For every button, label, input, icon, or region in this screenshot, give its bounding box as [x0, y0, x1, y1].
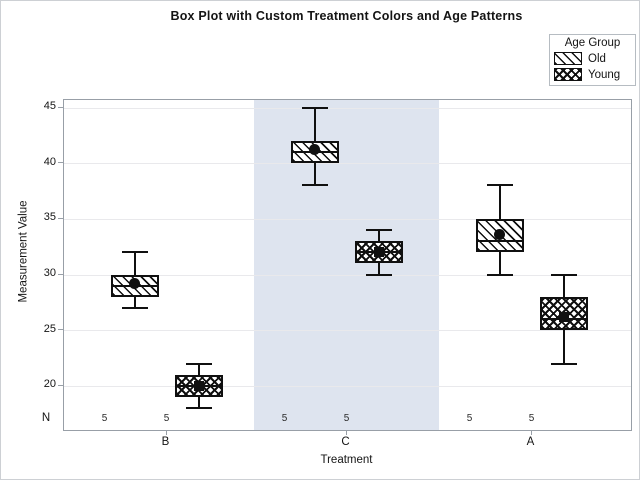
box-whisker-line [377, 229, 380, 242]
gridline [64, 163, 631, 165]
mean-marker [193, 380, 204, 391]
box-whisker-cap [185, 407, 212, 410]
reference-band [254, 100, 439, 430]
y-tick-label: 20 [43, 378, 56, 391]
box-whisker-line [562, 330, 565, 364]
gridline [64, 330, 631, 332]
box-whisker-line [377, 263, 380, 275]
x-category-label: B [161, 436, 170, 448]
box-whisker-cap [121, 306, 148, 309]
y-tick-mark [58, 329, 63, 331]
box-whisker-line [197, 396, 200, 409]
y-tick-mark [58, 384, 63, 386]
mean-marker [558, 311, 569, 322]
box-whisker-line [133, 296, 136, 308]
y-tick-label: 30 [43, 267, 56, 279]
legend-title: Age Group [564, 37, 621, 49]
gridline [64, 218, 631, 220]
box-whisker-line [562, 274, 565, 297]
y-tick-label: 25 [43, 322, 56, 335]
n-value: 5 [281, 413, 288, 424]
n-value: 5 [466, 413, 473, 424]
diagonal-hatch-swatch-icon [554, 52, 582, 65]
y-tick-label: 40 [43, 155, 56, 168]
box-whisker-line [197, 363, 200, 375]
legend-entry-young: Young [554, 68, 631, 81]
gridline [64, 385, 631, 387]
legend: Age Group Old Young [549, 34, 636, 86]
box-whisker-cap [486, 184, 513, 187]
median-line [475, 240, 524, 243]
y-tick-mark [58, 106, 63, 108]
box-whisker-line [498, 185, 501, 219]
box-whisker-cap [550, 273, 577, 276]
legend-entry-old: Old [554, 52, 631, 65]
y-tick-mark [58, 273, 63, 275]
n-value: 5 [101, 413, 108, 424]
legend-label-old: Old [588, 52, 606, 65]
x-tick-mark [530, 430, 532, 435]
y-tick-label: 35 [43, 211, 56, 224]
box-whisker-line [133, 252, 136, 275]
box-whisker-cap [550, 362, 577, 365]
crosshatch-swatch-icon [554, 68, 582, 81]
n-value: 5 [163, 413, 170, 424]
plot-area: 5 5 5 5 5 5 [63, 99, 632, 431]
y-tick-mark [58, 217, 63, 219]
mean-marker [309, 144, 320, 156]
n-row-header: N [41, 412, 51, 424]
box-whisker-line [313, 107, 316, 141]
x-tick-mark [345, 430, 347, 435]
box-whisker-cap [121, 251, 148, 254]
box-whisker-line [498, 252, 501, 275]
mean-marker [373, 247, 384, 258]
box-whisker-cap [301, 184, 328, 187]
box-whisker-cap [301, 106, 328, 109]
n-value: 5 [528, 413, 535, 424]
mean-marker [129, 277, 140, 289]
box-whisker-cap [365, 273, 392, 276]
box-whisker-line [313, 163, 316, 186]
y-axis-title: Measurement Value [17, 200, 30, 303]
x-category-label: C [341, 436, 350, 448]
y-tick-mark [58, 162, 63, 164]
gridline [64, 107, 631, 109]
box-whisker-cap [365, 228, 392, 231]
legend-label-young: Young [588, 68, 621, 81]
chart-title: Box Plot with Custom Treatment Colors an… [170, 9, 523, 23]
gridline [64, 274, 631, 276]
x-tick-mark [165, 430, 167, 435]
x-axis-title: Treatment [320, 454, 373, 466]
mean-marker [494, 228, 505, 240]
box-whisker-cap [185, 362, 212, 365]
x-category-label: A [526, 436, 535, 448]
box-whisker-cap [486, 273, 513, 276]
n-value: 5 [343, 413, 350, 424]
y-tick-label: 45 [43, 100, 56, 112]
